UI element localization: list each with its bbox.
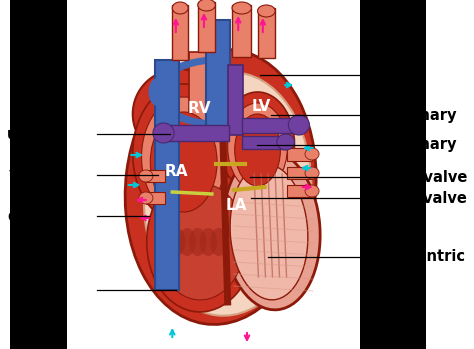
Ellipse shape — [142, 97, 226, 217]
Ellipse shape — [144, 72, 311, 316]
Ellipse shape — [148, 78, 166, 106]
Text: RV: RV — [188, 101, 211, 116]
Ellipse shape — [209, 78, 226, 106]
Ellipse shape — [157, 228, 175, 256]
Text: Pulmonary: Pulmonary — [369, 108, 457, 122]
Bar — [206, 20, 230, 130]
Bar — [146, 170, 165, 182]
Bar — [146, 192, 165, 204]
Text: LV: LV — [252, 99, 272, 114]
Text: d valve: d valve — [8, 209, 67, 224]
Ellipse shape — [200, 228, 217, 256]
Ellipse shape — [172, 2, 188, 14]
Ellipse shape — [235, 114, 281, 186]
Ellipse shape — [199, 82, 278, 158]
Text: Pulmonary: Pulmonary — [369, 138, 457, 152]
Bar — [242, 118, 299, 133]
Bar — [198, 2, 215, 52]
Bar — [287, 185, 312, 197]
Ellipse shape — [228, 103, 287, 191]
Ellipse shape — [150, 112, 217, 212]
Text: Aortic valve: Aortic valve — [369, 170, 467, 185]
Ellipse shape — [305, 167, 319, 179]
Ellipse shape — [305, 185, 319, 197]
Bar — [189, 52, 207, 147]
Bar — [228, 65, 244, 135]
Ellipse shape — [230, 164, 308, 300]
Ellipse shape — [133, 84, 235, 224]
Ellipse shape — [153, 123, 174, 143]
Ellipse shape — [198, 0, 215, 11]
Text: y valve: y valve — [9, 167, 67, 182]
Bar — [287, 148, 312, 161]
Ellipse shape — [168, 228, 185, 256]
Ellipse shape — [133, 69, 224, 159]
Ellipse shape — [288, 115, 310, 135]
Bar — [232, 5, 251, 57]
Ellipse shape — [139, 192, 153, 204]
Ellipse shape — [305, 148, 319, 160]
Bar — [257, 8, 275, 58]
Ellipse shape — [232, 2, 251, 14]
Ellipse shape — [210, 228, 228, 256]
Bar — [155, 60, 179, 290]
Ellipse shape — [157, 184, 246, 300]
Text: LA: LA — [226, 199, 247, 213]
Ellipse shape — [125, 50, 316, 325]
Text: nferior: nferior — [11, 282, 67, 297]
Bar — [164, 125, 228, 141]
Text: Mitral valve: Mitral valve — [369, 191, 467, 206]
Bar — [287, 167, 312, 179]
Bar — [172, 5, 188, 60]
Text: Aorta: Aorta — [369, 68, 414, 82]
Text: Left ventric: Left ventric — [369, 249, 465, 264]
Bar — [359, 0, 426, 349]
Ellipse shape — [223, 150, 320, 310]
Ellipse shape — [139, 170, 153, 182]
Text: uperior: uperior — [7, 127, 67, 142]
Text: RA: RA — [164, 164, 188, 178]
Ellipse shape — [220, 92, 294, 196]
Ellipse shape — [147, 168, 256, 312]
Ellipse shape — [257, 5, 275, 17]
Bar — [242, 136, 286, 149]
Ellipse shape — [277, 134, 294, 150]
Ellipse shape — [178, 228, 196, 256]
Ellipse shape — [189, 228, 207, 256]
Bar — [9, 0, 67, 349]
